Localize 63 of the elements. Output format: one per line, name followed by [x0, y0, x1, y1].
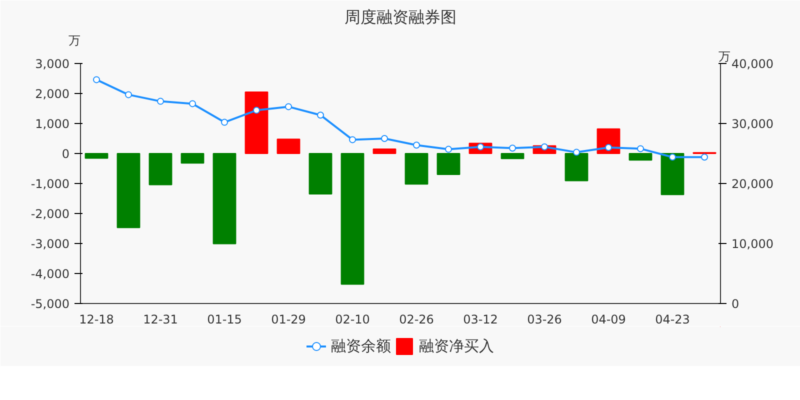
- x-tick-label: 01-29: [271, 312, 306, 326]
- y-tick-label: -2,000: [30, 207, 70, 221]
- x-tick-label: 03-26: [527, 312, 562, 326]
- point: [125, 91, 132, 98]
- point: [413, 142, 420, 149]
- y2-tick-label: 30,000: [732, 117, 774, 131]
- bar: [116, 153, 140, 228]
- y-axis-title: 万: [68, 34, 80, 48]
- bar: [148, 153, 172, 186]
- bar: [660, 153, 684, 196]
- y-tick-label: 3,000: [35, 57, 70, 71]
- y-tick-label: -4,000: [30, 267, 70, 281]
- point: [253, 106, 260, 114]
- point: [221, 118, 228, 126]
- x-tick-label: 02-10: [335, 312, 370, 326]
- chart-title: 周度融资融券图: [344, 8, 456, 26]
- point: [93, 76, 100, 84]
- x-tick-label: 04-23: [655, 312, 690, 326]
- y2-tick-label: 40,000: [732, 57, 774, 71]
- x-tick-label: 03-12: [463, 312, 498, 326]
- bar: [84, 153, 108, 159]
- bar: [308, 153, 332, 194]
- y2-tick-label: 0: [732, 297, 740, 311]
- legend-label: 融资净买入: [419, 336, 494, 356]
- x-tick-label: 12-18: [79, 312, 114, 326]
- bar: [372, 148, 396, 154]
- point: [317, 112, 324, 119]
- y-tick-label: -5,000: [30, 297, 70, 311]
- legend-label: 融资余额: [331, 336, 391, 356]
- bar: [436, 153, 460, 175]
- point: [637, 145, 644, 152]
- y-tick-label: 1,000: [35, 117, 70, 131]
- bar: [340, 153, 364, 285]
- point: [349, 136, 356, 144]
- y2-tick-label: 20,000: [732, 177, 774, 191]
- bar: [564, 153, 588, 182]
- y-tick-label: 0: [62, 147, 70, 161]
- y-tick-label: 2,000: [35, 87, 70, 101]
- point: [701, 154, 708, 161]
- bar: [180, 153, 204, 164]
- bar: [276, 138, 300, 154]
- point: [669, 154, 676, 161]
- y-tick-label: -3,000: [30, 237, 70, 251]
- point: [605, 144, 612, 151]
- y2-tick-label: 10,000: [732, 237, 774, 251]
- point: [189, 100, 196, 108]
- point: [509, 144, 516, 152]
- bar: [244, 92, 268, 154]
- bar: [404, 153, 428, 185]
- bar: [628, 153, 652, 161]
- y-tick-label: -1,000: [30, 177, 70, 191]
- bar: [212, 153, 236, 244]
- x-tick-label: 02-26: [399, 312, 434, 326]
- x-tick-label: 01-15: [207, 312, 242, 326]
- bar: [500, 153, 524, 160]
- point: [157, 98, 164, 105]
- point: [285, 103, 292, 110]
- point: [445, 146, 452, 153]
- x-tick-label: 04-09: [591, 312, 626, 326]
- x-tick-label: 12-31: [143, 312, 178, 326]
- point: [381, 135, 388, 142]
- y2-axis-title: 万: [718, 50, 730, 64]
- point: [573, 148, 580, 156]
